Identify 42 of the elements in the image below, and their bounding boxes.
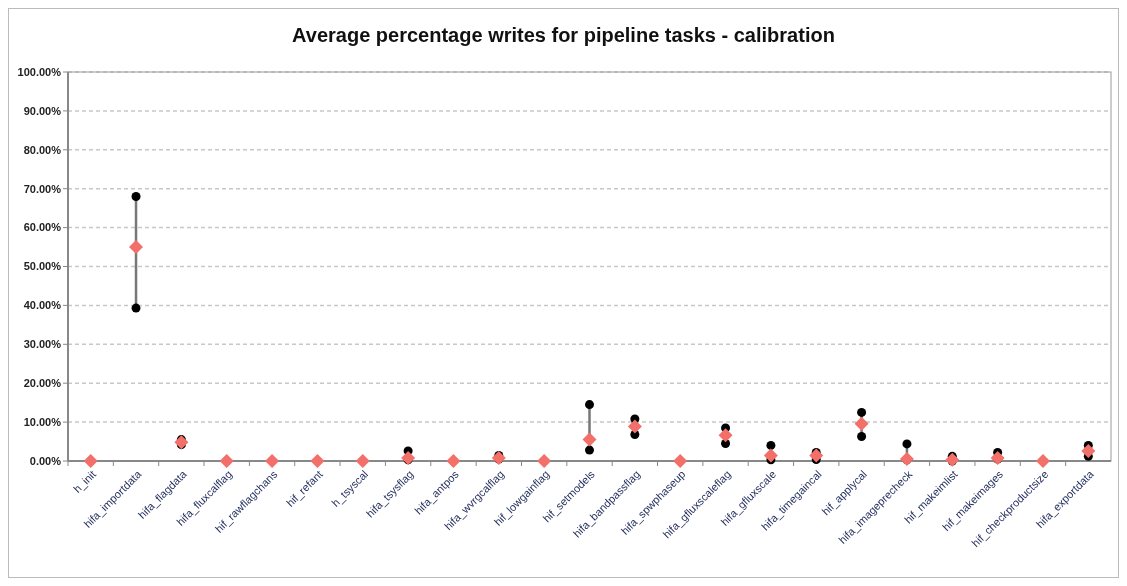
y-tick-label: 10.00% <box>23 415 62 428</box>
point <box>401 450 416 465</box>
y-tick-label: 40.00% <box>23 299 62 312</box>
point <box>945 452 960 467</box>
point <box>763 448 778 463</box>
y-tick-label: 30.00% <box>23 338 62 351</box>
y-tick-label: 60.00% <box>23 221 62 234</box>
point <box>1035 454 1050 468</box>
point <box>585 400 594 410</box>
point <box>446 454 461 468</box>
chart-title: Average percentage writes for pipeline tasks - calibration <box>292 24 835 46</box>
point <box>83 454 98 468</box>
y-tick-label: 100.00% <box>17 65 62 78</box>
point <box>857 407 867 417</box>
point <box>766 440 776 450</box>
point <box>174 435 189 450</box>
point <box>219 454 234 468</box>
point <box>310 454 325 468</box>
point <box>537 454 552 468</box>
point <box>902 439 912 449</box>
y-tick-label: 0.00% <box>29 454 62 467</box>
point <box>265 454 280 468</box>
point <box>1081 443 1096 458</box>
point <box>491 450 506 465</box>
y-tick-label: 50.00% <box>23 260 62 273</box>
point <box>129 240 144 255</box>
y-tick-label: 70.00% <box>23 182 62 195</box>
point <box>355 454 370 468</box>
point <box>718 428 733 443</box>
point <box>857 431 867 441</box>
y-tick-label: 20.00% <box>23 377 62 390</box>
point <box>673 454 688 468</box>
point <box>582 432 597 447</box>
point <box>131 191 141 201</box>
point <box>809 448 824 463</box>
point <box>131 303 141 313</box>
point <box>990 450 1005 465</box>
point <box>854 416 869 431</box>
point <box>627 419 642 434</box>
y-tick-label: 90.00% <box>23 104 62 117</box>
point <box>585 445 594 455</box>
y-tick-label: 80.00% <box>23 143 62 156</box>
